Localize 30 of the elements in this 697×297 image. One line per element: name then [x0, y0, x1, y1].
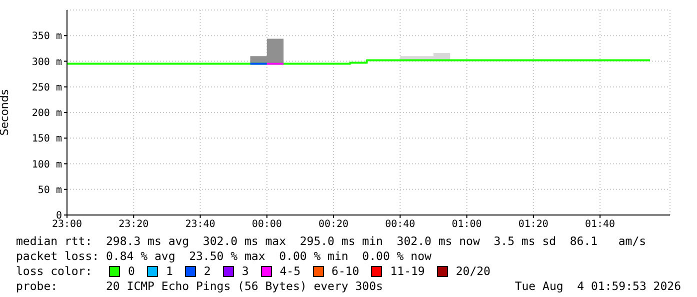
x-tick-label: 01:00 [452, 219, 482, 230]
y-tick-label: 200 m [32, 108, 62, 120]
text: 2 [204, 264, 211, 279]
text: median rtt: 298.3 ms avg 302.0 ms max 295.0 ms min 302.0 ms now 3.5 ms sd 86.1 am/s [16, 234, 648, 249]
x-tick-label: 00:20 [318, 219, 349, 230]
text: 4-5 [280, 264, 301, 279]
y-tick-label: 300 m [32, 56, 62, 68]
text: probe: 20 ICMP Echo Pings (56 Bytes) every 300s [16, 279, 383, 294]
y-tick-label: 250 m [32, 82, 62, 94]
y-tick-label: 100 m [32, 159, 62, 170]
text: packet loss: 0.84 % avg 23.50 % max 0.00 % min 0.00 % now [16, 249, 432, 264]
text: 0 [128, 264, 135, 279]
x-tick-label: 00:00 [252, 219, 282, 230]
text: Tue Aug 4 01:59:53 2026 [514, 279, 681, 294]
x-tick-label: 00:40 [385, 219, 416, 230]
text: loss color: [16, 264, 94, 279]
text: 6-10 [332, 264, 360, 279]
x-tick-label: 23:00 [52, 219, 82, 230]
x-tick-label: 23:20 [118, 219, 149, 230]
x-tick-label: 23:40 [185, 219, 216, 230]
x-tick-label: 01:20 [518, 219, 548, 230]
y-axis-title: Seconds [0, 89, 11, 136]
y-tick-label: 350 m [32, 31, 62, 42]
text: 3 [242, 264, 249, 279]
y-tick-label: 150 m [32, 134, 62, 145]
text: 1 [166, 264, 173, 279]
y-tick-label: 50 m [38, 184, 62, 196]
text: 11-19 [390, 264, 425, 279]
text: 20/20 [456, 264, 490, 279]
x-tick-label: 01:40 [584, 219, 616, 230]
